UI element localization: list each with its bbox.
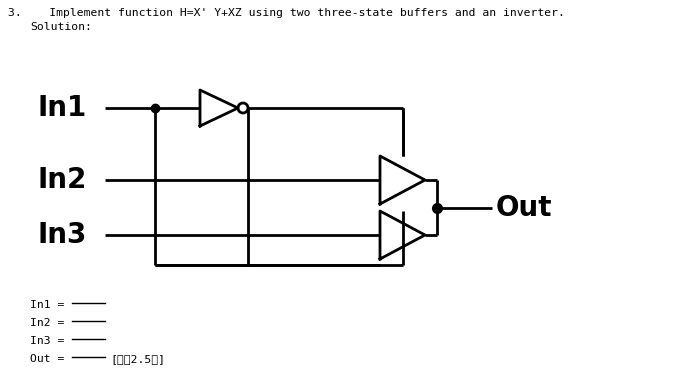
Text: In1: In1: [38, 94, 88, 122]
Text: Solution:: Solution:: [30, 22, 92, 32]
Text: In3: In3: [38, 221, 88, 249]
Text: In2 =: In2 =: [30, 318, 64, 328]
Text: 3.    Implement function H=X' Y+XZ using two three-state buffers and an inverter: 3. Implement function H=X' Y+XZ using tw…: [8, 8, 565, 18]
Text: In2: In2: [38, 166, 88, 194]
Text: Out: Out: [496, 193, 552, 221]
Text: [每祲2.5分]: [每祲2.5分]: [110, 354, 165, 364]
Text: In3 =: In3 =: [30, 336, 64, 346]
Text: Out =: Out =: [30, 354, 64, 364]
Text: In1 =: In1 =: [30, 300, 64, 310]
